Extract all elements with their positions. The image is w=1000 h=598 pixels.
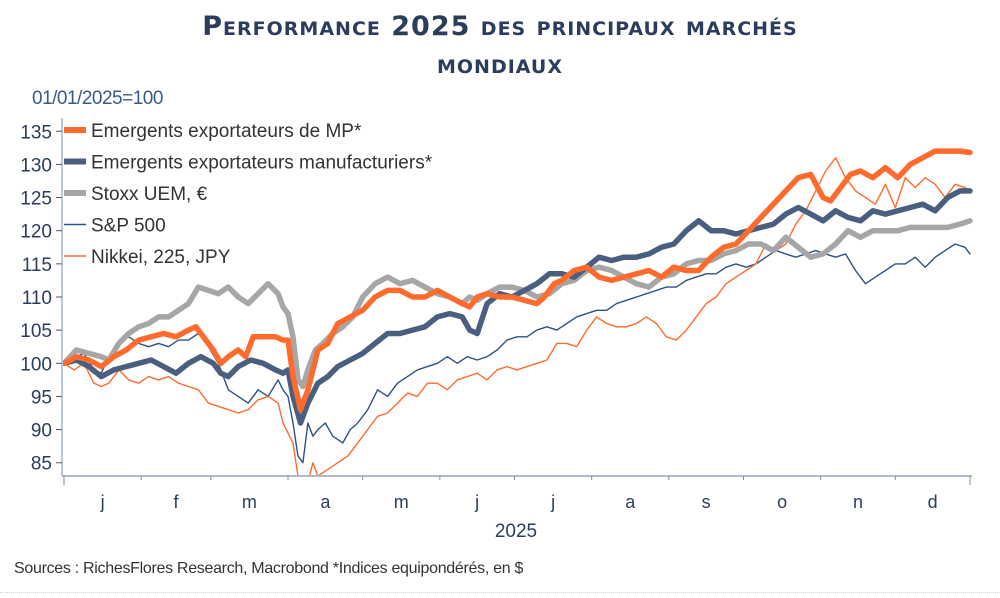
x-tick-label: j [474, 492, 479, 512]
y-tick-label: 105 [20, 321, 52, 342]
chart-title-line1: Performance 2025 des principaux marchés [202, 11, 798, 42]
y-tick-label: 110 [22, 288, 52, 309]
series-line-emergents-exportateurs-manufacturiers [63, 188, 973, 426]
footer-divider [0, 592, 1000, 593]
x-tick-label: d [928, 492, 938, 512]
x-tick-label: f [173, 492, 179, 512]
x-tick-label: a [625, 492, 636, 512]
x-tick-label: o [777, 492, 787, 512]
x-tick-label: m [242, 492, 257, 512]
source-note: Sources : RichesFlores Research, Macrobo… [14, 560, 524, 577]
chart-title-line2: mondiaux [437, 49, 563, 80]
y-tick-label: 115 [22, 255, 52, 276]
y-tick-label: 135 [20, 122, 52, 143]
axes: 85 90 95 100 105 110 115 120 125 130 135 j f m a m j j a s o… [20, 118, 972, 512]
series-line-stoxx-uem [63, 218, 973, 390]
series-line-emergents-exportateurs-de-mp [63, 148, 973, 413]
chart-title: Performance 2025 des principaux marchés … [0, 8, 1000, 84]
x-axis-title: 2025 [495, 521, 537, 542]
y-tick-label: 120 [20, 222, 52, 243]
legend-label: Nikkei, 225, JPY [91, 247, 231, 268]
legend: Emergents exportateurs de MP* Emergents e… [64, 121, 433, 268]
y-tick-label: 125 [20, 189, 52, 210]
x-tick-label: a [320, 492, 331, 512]
series-line-s-p-500 [63, 243, 971, 464]
series-lines [63, 148, 973, 475]
x-tick-label: m [394, 492, 409, 512]
y-tick-label: 90 [31, 421, 52, 442]
x-tick-label: j [100, 492, 105, 512]
series-line-nikkei-225-jpy [63, 157, 971, 475]
x-tick-label: s [702, 492, 711, 512]
y-tick-label: 95 [31, 387, 52, 408]
x-tick-label: n [853, 492, 863, 512]
chart-subtitle: 01/01/2025=100 [32, 88, 163, 109]
x-tick-label: j [550, 492, 555, 512]
legend-label: Emergents exportateurs de MP* [91, 121, 362, 142]
legend-label: S&P 500 [91, 216, 166, 237]
y-tick-label: 130 [20, 155, 52, 176]
y-tick-label: 85 [31, 454, 52, 475]
y-tick-label: 100 [20, 354, 52, 375]
legend-label: Emergents exportateurs manufacturiers* [91, 153, 433, 174]
legend-label: Stoxx UEM, € [91, 184, 208, 205]
